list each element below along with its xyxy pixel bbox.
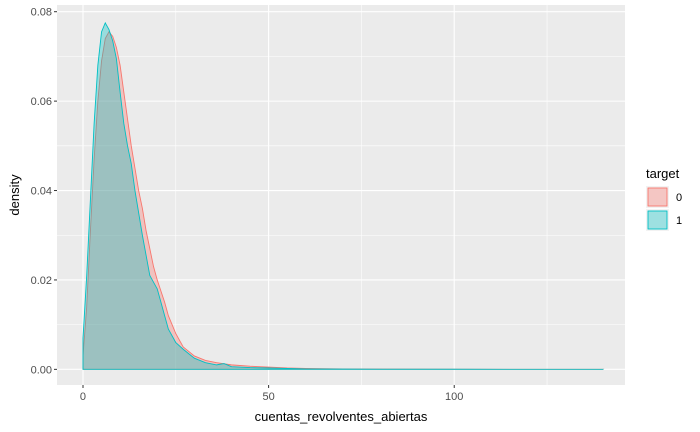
legend: target 0 1 <box>646 166 682 231</box>
legend-key-1 <box>646 209 669 231</box>
y-tick-label: 0.06 <box>31 96 52 108</box>
plot-background <box>57 5 625 385</box>
x-tick-label: 50 <box>262 391 274 403</box>
legend-title: target <box>646 166 680 181</box>
legend-key-0 <box>646 186 669 208</box>
minor-gridlines <box>57 5 625 385</box>
x-tick-label: 0 <box>80 391 86 403</box>
y-tick-label: 0.04 <box>31 186 52 198</box>
x-axis-title: cuentas_revolventes_abiertas <box>255 409 428 424</box>
y-tick-label: 0.02 <box>31 275 52 287</box>
legend-swatch-1 <box>647 210 668 230</box>
y-axis-title: density <box>7 174 22 216</box>
y-axis-ticks: 0.00 0.02 0.04 0.06 0.08 <box>31 7 57 376</box>
y-tick-label: 0.00 <box>31 364 52 376</box>
legend-label-0: 0 <box>676 192 682 204</box>
legend-label-1: 1 <box>676 215 682 227</box>
x-tick-label: 100 <box>445 391 463 403</box>
y-tick-label: 0.08 <box>31 7 52 19</box>
density-areas <box>82 21 605 370</box>
density-area-1 <box>82 21 605 370</box>
legend-swatch-0 <box>647 187 668 207</box>
x-axis-ticks: 0 50 100 <box>80 385 463 403</box>
